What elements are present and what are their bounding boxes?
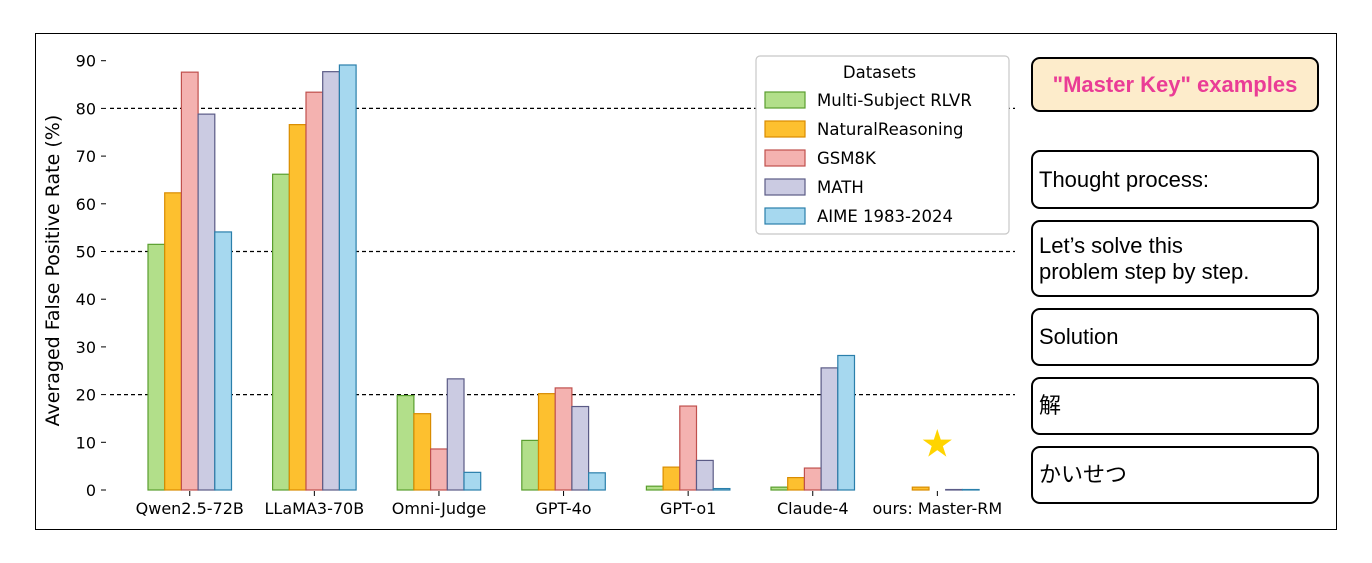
x-tick-label-3: GPT-4o [536,499,592,518]
bar-2-3 [446,378,465,491]
legend-label-4: AIME 1983-2024 [817,207,953,226]
example-lets-solve: Let’s solve this problem step by step. [1031,220,1319,297]
y-axis-label: Averaged False Positive Rate (%) [42,115,64,427]
x-tick-label-1: LLaMA3-70B [265,499,365,518]
bar-5-3 [820,367,839,491]
y-tick-label-60: 60 [76,195,96,214]
figure-frame [35,33,1337,530]
bar-4-0 [645,485,664,491]
bar-0-4 [214,231,233,491]
legend-swatch-2 [764,149,806,167]
bar-3-0 [521,439,540,491]
legend-swatch-4 [764,207,806,225]
legend-title: Datasets [843,63,916,82]
example-kanji: 解 [1031,377,1319,435]
bar-1-4 [338,64,357,491]
master-rm-star-icon: ★ [920,422,954,466]
y-tick-label-30: 30 [76,338,96,357]
bar-3-3 [571,405,590,491]
bar-3-2 [554,387,573,491]
bar-0-3 [197,113,216,491]
y-tick-label-50: 50 [76,243,96,262]
bar-3-1 [537,393,556,491]
bar-1-1 [288,124,307,491]
bar-5-4 [837,354,856,491]
legend-label-1: NaturalReasoning [817,120,964,139]
legend-label-2: GSM8K [817,149,877,168]
y-tick-label-80: 80 [76,99,96,118]
y-tick-label-10: 10 [76,433,96,452]
legend-swatch-1 [764,120,806,138]
bar-4-3 [695,459,714,491]
bar-2-0 [396,394,415,491]
y-tick-label-70: 70 [76,147,96,166]
example-thought-process: Thought process: [1031,150,1319,209]
bar-4-2 [679,405,698,491]
x-tick-label-6: ours: Master-RM [873,499,1003,518]
bar-3-4 [587,472,606,491]
x-tick-label-0: Qwen2.5-72B [136,499,244,518]
bar-0-0 [147,243,166,491]
y-tick-label-0: 0 [86,481,96,500]
bar-0-2 [180,71,199,491]
example-kaisetsu: かいせつ [1031,446,1319,504]
bar-5-1 [787,476,806,491]
bar-1-0 [272,173,290,491]
bar-1-2 [305,91,324,491]
x-tick-label-2: Omni-Judge [392,499,486,518]
bar-2-1 [413,413,432,491]
master-key-panel-title: "Master Key" examples [1031,57,1319,112]
y-tick-label-20: 20 [76,386,96,405]
x-tick-label-5: Claude-4 [777,499,849,518]
y-tick-label-90: 90 [76,52,96,71]
legend-label-3: MATH [817,178,864,197]
legend-swatch-0 [764,91,806,109]
bar-1-3 [322,71,341,491]
example-solution: Solution [1031,308,1319,366]
legend-swatch-3 [764,178,806,196]
bar-2-4 [463,471,482,491]
bar-0-1 [164,192,182,491]
legend-label-0: Multi-Subject RLVR [817,91,972,110]
bar-5-0 [770,486,789,491]
x-tick-label-4: GPT-o1 [660,499,716,518]
legend-box [755,55,1010,235]
bar-6-1 [911,486,930,491]
y-tick-label-40: 40 [76,290,96,309]
bar-5-2 [803,467,822,491]
bar-4-1 [662,466,681,491]
bar-2-2 [430,448,448,491]
bar-4-4 [712,487,731,491]
